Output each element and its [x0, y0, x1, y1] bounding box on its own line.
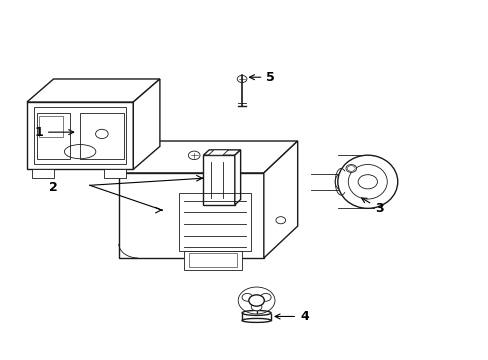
- Polygon shape: [183, 251, 242, 270]
- Ellipse shape: [251, 303, 262, 311]
- Polygon shape: [203, 155, 234, 205]
- Polygon shape: [119, 173, 264, 258]
- Ellipse shape: [337, 155, 397, 208]
- Text: 3: 3: [361, 198, 383, 215]
- Polygon shape: [208, 150, 228, 155]
- Polygon shape: [32, 169, 53, 178]
- Ellipse shape: [242, 293, 252, 301]
- Ellipse shape: [346, 165, 356, 172]
- Polygon shape: [27, 79, 160, 102]
- Polygon shape: [104, 169, 126, 178]
- Ellipse shape: [242, 310, 270, 315]
- Text: 1: 1: [34, 126, 74, 139]
- Ellipse shape: [242, 319, 270, 323]
- Polygon shape: [234, 150, 240, 205]
- Circle shape: [248, 295, 264, 306]
- Polygon shape: [27, 102, 133, 169]
- Ellipse shape: [334, 174, 346, 190]
- Text: 2: 2: [49, 181, 57, 194]
- Ellipse shape: [260, 293, 270, 301]
- Polygon shape: [264, 141, 297, 258]
- Text: 5: 5: [249, 71, 274, 84]
- Polygon shape: [203, 150, 240, 155]
- Polygon shape: [119, 141, 297, 173]
- Text: 4: 4: [275, 310, 308, 323]
- Polygon shape: [133, 79, 160, 169]
